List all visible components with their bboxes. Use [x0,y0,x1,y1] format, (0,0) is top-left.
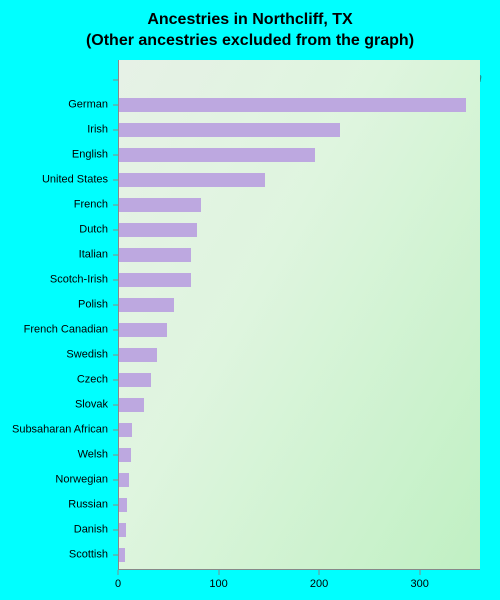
y-axis-label: Scottish [0,550,108,561]
y-tick-mark [113,380,118,381]
bar [119,423,132,437]
y-tick-mark [113,355,118,356]
bar [119,523,126,537]
bar [119,123,340,137]
bar [119,298,174,312]
y-axis-label: Irish [0,125,108,136]
x-axis-tick-label: 300 [410,578,428,590]
bar [119,323,167,337]
y-axis-label: United States [0,175,108,186]
bar [119,173,265,187]
x-tick-mark [419,570,420,575]
y-tick-mark [113,155,118,156]
bar [119,248,191,262]
x-tick-mark [218,570,219,575]
y-axis-label: Slovak [0,400,108,411]
y-tick-mark [113,80,118,81]
y-axis-label: French Canadian [0,325,108,336]
chart-title-line1: Ancestries in Northcliff, TX [147,11,352,28]
y-tick-mark [113,105,118,106]
y-axis-label: German [0,100,108,111]
y-tick-mark [113,205,118,206]
x-tick-mark [319,570,320,575]
x-axis-tick-label: 200 [310,578,328,590]
y-tick-mark [113,230,118,231]
y-tick-mark [113,255,118,256]
y-tick-mark [113,130,118,131]
y-tick-mark [113,555,118,556]
chart-title-line2: (Other ancestries excluded from the grap… [86,32,414,49]
y-axis-label: Russian [0,500,108,511]
y-tick-mark [113,455,118,456]
y-tick-mark [113,505,118,506]
y-axis-label: Danish [0,525,108,536]
bar [119,398,144,412]
bar [119,273,191,287]
plot-area [118,60,480,570]
y-axis-label: Polish [0,300,108,311]
y-axis-label: Czech [0,375,108,386]
bar [119,223,197,237]
chart-canvas: Ancestries in Northcliff, TX (Other ance… [0,0,500,600]
y-tick-mark [113,405,118,406]
bar [119,548,125,562]
y-tick-mark [113,480,118,481]
y-axis-label: Norwegian [0,475,108,486]
y-axis-label: Scotch-Irish [0,275,108,286]
bar [119,448,131,462]
x-axis-tick-label: 100 [209,578,227,590]
y-axis-label: Swedish [0,350,108,361]
bar [119,373,151,387]
bar [119,98,466,112]
y-tick-mark [113,330,118,331]
y-axis-label: Italian [0,250,108,261]
y-axis-label: Welsh [0,450,108,461]
y-axis-label: Dutch [0,225,108,236]
y-tick-mark [113,430,118,431]
bar [119,148,315,162]
y-axis-label: Subsaharan African [0,425,108,436]
chart-title: Ancestries in Northcliff, TX (Other ance… [0,10,500,52]
y-axis-label: English [0,150,108,161]
y-tick-mark [113,280,118,281]
y-tick-mark [113,305,118,306]
x-axis-tick-label: 0 [115,578,121,590]
bar [119,473,129,487]
y-tick-mark [113,180,118,181]
bar [119,198,201,212]
y-tick-mark [113,530,118,531]
bar [119,348,157,362]
x-tick-mark [118,570,119,575]
bar [119,498,127,512]
y-axis-label: French [0,200,108,211]
